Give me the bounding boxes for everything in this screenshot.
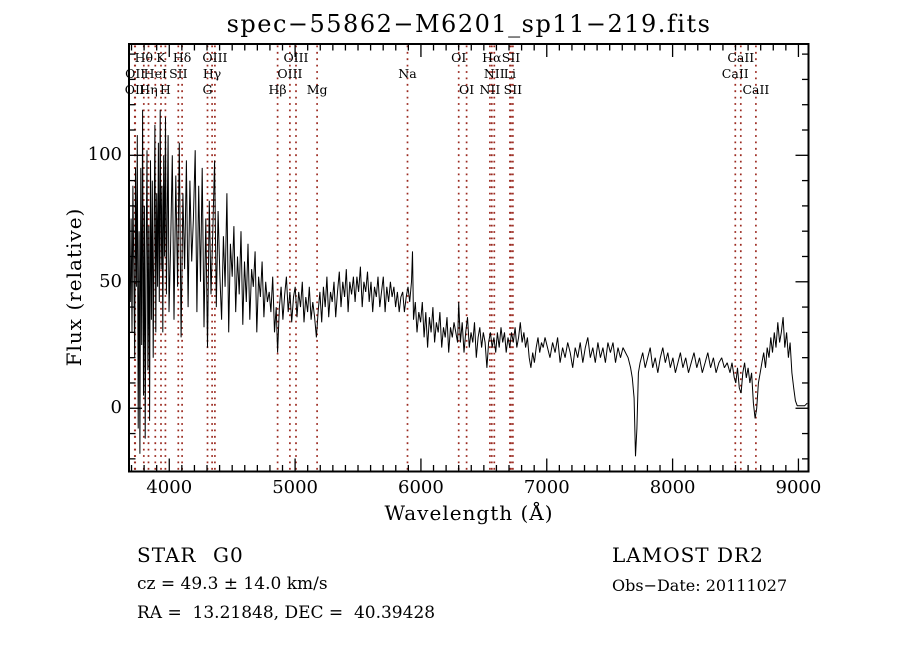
spectral-line-label: Li — [503, 66, 517, 81]
spectral-line-label: CaII — [721, 66, 749, 81]
cz-value: cz = 49.3 ± 14.0 km/s — [137, 574, 328, 594]
spectrum-trace — [129, 109, 808, 457]
object-class: STAR — [137, 543, 197, 567]
spectral-line-label: OI — [459, 82, 475, 97]
spectral-line-label: Hβ — [268, 82, 287, 97]
spectral-line-label: Hη — [139, 82, 158, 97]
spectral-line-label: OIII — [277, 66, 303, 81]
spectral-line-label: OII — [124, 82, 145, 97]
x-tick-label: 9000 — [775, 477, 822, 498]
spectral-line-label: OII — [125, 66, 146, 81]
spectral-line-label: H — [159, 82, 171, 97]
spectral-line-label: Hθ — [134, 50, 154, 65]
spectral-line-label: HeI — [143, 66, 167, 81]
y-tick-label: 100 — [87, 144, 122, 166]
spectral-line-label: Mg — [306, 82, 328, 97]
y-tick-label: 50 — [99, 270, 122, 292]
y-tick-label: 0 — [110, 397, 122, 419]
spectral-line-label: Hδ — [172, 50, 192, 65]
plot-title: spec−55862−M6201_sp11−219.fits — [226, 10, 712, 38]
spectral-line-label: SII — [169, 66, 188, 81]
object-subclass: G0 — [213, 543, 244, 567]
spectral-line-label: G — [202, 82, 213, 97]
x-tick-label: 6000 — [398, 477, 444, 498]
spectral-line-label: OIII — [202, 50, 228, 65]
spectral-line-label: CaII — [742, 82, 770, 97]
x-tick-label: 8000 — [649, 477, 696, 498]
spectral-line-label: Hα — [482, 50, 502, 65]
spectral-line-label: NII — [483, 66, 505, 81]
spectral-line-label: K — [156, 50, 166, 65]
spectral-line-label: SII — [501, 50, 521, 65]
spectral-line-label: NII — [479, 82, 501, 97]
spectral-line-label: SII — [503, 82, 523, 97]
x-tick-label: 4000 — [146, 477, 193, 498]
spectral-line-label: CaII — [727, 50, 755, 65]
x-tick-label: 7000 — [523, 477, 570, 498]
spectral-line-label: Hγ — [202, 66, 222, 81]
x-axis-title: Wavelength (Å) — [384, 501, 554, 525]
spectral-line-label: OI — [451, 50, 467, 65]
x-tick-label: 5000 — [272, 477, 318, 498]
spectral-line-label: OIII — [283, 50, 309, 65]
spectral-line-label: Na — [398, 66, 417, 81]
ra-dec: RA = 13.21848, DEC = 40.39428 — [137, 603, 436, 623]
survey-release: LAMOST DR2 — [612, 543, 764, 567]
obs-date: Obs−Date: 20111027 — [612, 576, 788, 595]
plot-border — [128, 43, 810, 473]
